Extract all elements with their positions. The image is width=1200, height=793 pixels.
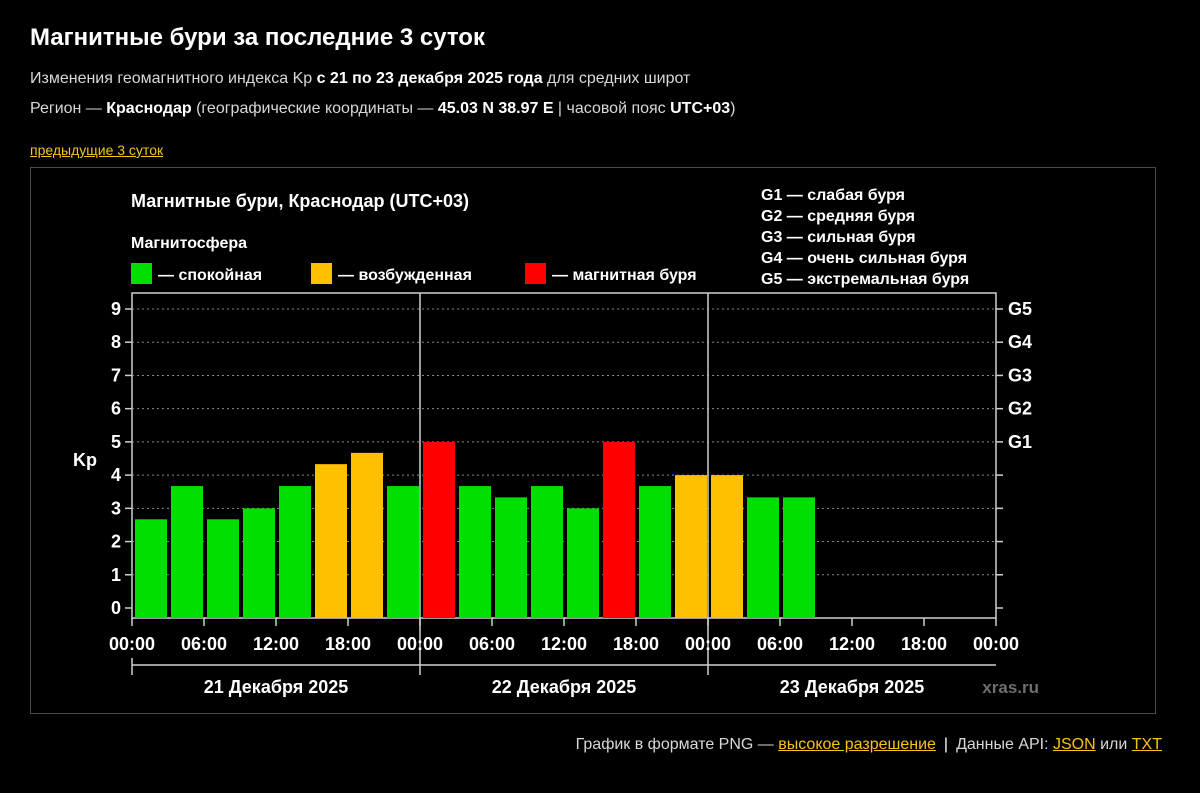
footer-or-text: или [1095,736,1132,753]
date-range-prefix: Изменения геомагнитного индекса Kp [30,70,317,87]
region-name: Краснодар [106,100,192,117]
high-resolution-link[interactable]: высокое разрешение [778,736,936,753]
day-label: 22 Декабря 2025 [492,677,637,697]
region-prefix: Регион — [30,100,107,117]
legend-label: — возбужденная [338,267,472,284]
kp-bar [135,519,167,618]
x-tick-label: 18:00 [325,634,371,654]
x-tick-label: 00:00 [685,634,731,654]
chart-title: Магнитные бури, Краснодар (UTC+03) [131,191,469,211]
x-tick-label: 12:00 [541,634,587,654]
timezone-prefix: | часовой пояс [553,100,671,117]
kp-bar [603,441,635,618]
y-axis-label: Kp [73,450,97,470]
kp-bar [207,519,239,618]
g-level-label: G5 [1008,299,1032,319]
kp-bar [387,486,419,618]
legend-swatch [311,263,332,284]
day-label: 23 Декабря 2025 [780,677,925,697]
kp-chart: Магнитные бури, Краснодар (UTC+03) Магнит… [73,187,1039,697]
storm-scale-item: G1 — слабая буря [761,187,905,204]
storm-scale-item: G2 — средняя буря [761,208,915,225]
kp-bar [711,475,743,618]
region-suffix: ) [730,100,736,117]
footer-api-text: Данные API: [956,736,1053,753]
region-line: Регион — Краснодар (географические коорд… [30,100,735,118]
kp-bar [783,497,815,618]
legend-label: — спокойная [158,267,262,284]
x-tick-label: 18:00 [901,634,947,654]
x-tick-label: 06:00 [757,634,803,654]
kp-bar [459,486,491,618]
y-tick-label: 0 [111,598,121,618]
footer-separator: | [943,736,949,753]
kp-bar [243,508,275,618]
storm-scale-item: G4 — очень сильная буря [761,250,967,267]
page-title: Магнитные бури за последние 3 суток [30,24,485,51]
y-tick-label: 6 [111,399,121,419]
g-level-label: G3 [1008,365,1032,385]
y-tick-label: 4 [111,465,121,485]
txt-link[interactable]: TXT [1131,736,1162,753]
x-tick-label: 06:00 [469,634,515,654]
y-tick-label: 8 [111,332,121,352]
g-level-label: G2 [1008,399,1032,419]
date-range-suffix: для средних широт [542,70,691,87]
y-tick-label: 1 [111,565,121,585]
g-level-label: G4 [1008,332,1032,352]
kp-bar [279,486,311,618]
y-tick-label: 9 [111,299,121,319]
kp-bar [495,497,527,618]
watermark: xras.ru [982,678,1039,697]
legend-swatch [525,263,546,284]
date-range-line: Изменения геомагнитного индекса Kp с 21 … [30,70,690,88]
y-tick-label: 2 [111,532,121,552]
kp-bar [531,486,563,618]
json-link[interactable]: JSON [1053,736,1096,753]
x-tick-label: 00:00 [397,634,443,654]
day-label: 21 Декабря 2025 [204,677,349,697]
timezone-value: UTC+03 [670,100,731,117]
coords-value: 45.03 N 38.97 E [437,100,554,117]
x-tick-label: 06:00 [181,634,227,654]
kp-bar [423,441,455,618]
kp-bar [639,486,671,618]
date-range-value: с 21 по 23 декабря 2025 года [316,70,543,87]
y-tick-label: 5 [111,432,121,452]
kp-bar [171,486,203,618]
storm-scale-item: G3 — сильная буря [761,229,916,246]
kp-bar [675,475,707,618]
kp-bar [747,497,779,618]
legend-swatch [131,263,152,284]
storm-scale-item: G5 — экстремальная буря [761,271,969,288]
x-tick-label: 12:00 [253,634,299,654]
x-tick-label: 12:00 [829,634,875,654]
kp-bar [351,452,383,618]
x-tick-label: 18:00 [613,634,659,654]
previous-3-days-link[interactable]: предыдущие 3 суток [30,142,164,158]
y-tick-label: 7 [111,365,121,385]
kp-chart-frame: Магнитные бури, Краснодар (UTC+03) Магнит… [30,167,1156,714]
legend-label: — магнитная буря [552,267,697,284]
g-level-label: G1 [1008,432,1032,452]
kp-bar [315,464,347,618]
footer-png-text: График в формате PNG — [575,736,779,753]
x-tick-label: 00:00 [973,634,1019,654]
coords-prefix: (географические координаты — [191,100,438,117]
x-tick-label: 00:00 [109,634,155,654]
kp-bar [567,508,599,618]
footer: График в формате PNG — высокое разрешени… [576,736,1162,754]
y-tick-label: 3 [111,498,121,518]
legend-title: Магнитосфера [131,235,247,252]
